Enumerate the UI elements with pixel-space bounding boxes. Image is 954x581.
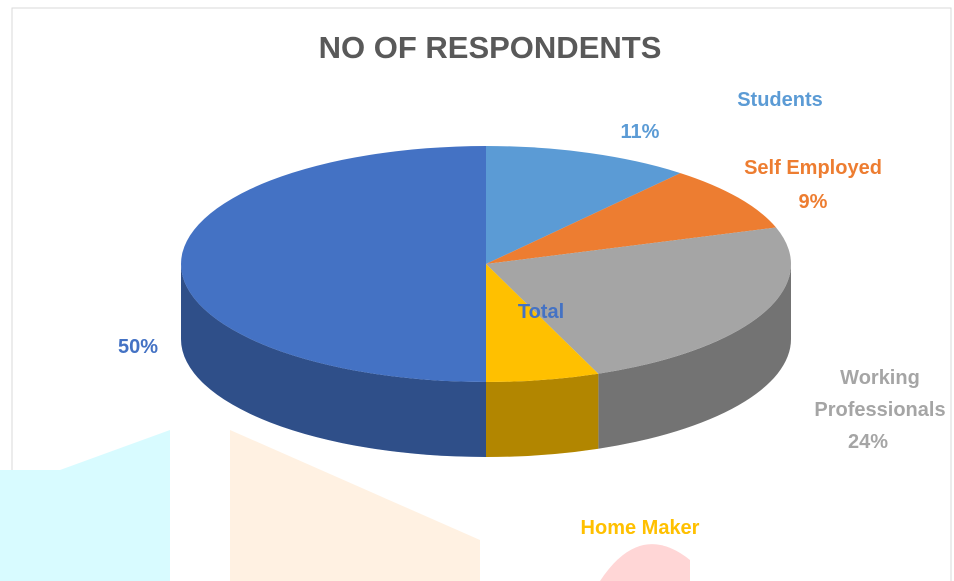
pie [181, 146, 792, 457]
slice-side [486, 373, 599, 457]
watermark [0, 430, 170, 581]
slice [486, 264, 599, 457]
slice-side-shade [486, 373, 599, 457]
chart-border [11, 7, 952, 581]
watermark [600, 544, 690, 581]
data-label: Working Professionals [814, 367, 946, 421]
data-label: Total [517, 301, 565, 323]
data-label: Students [737, 89, 823, 111]
data-label: 24% [847, 431, 889, 453]
slice [486, 173, 777, 264]
slice-top [486, 146, 681, 264]
slice-side [598, 264, 791, 449]
data-label: 50% [117, 336, 159, 358]
slice-side-shade [598, 264, 791, 449]
slice-top [181, 146, 486, 382]
slice-side [181, 264, 486, 457]
data-label: 9% [798, 191, 828, 213]
slice-side-shade [181, 264, 486, 457]
slice [486, 227, 792, 449]
slice-top [486, 227, 792, 374]
slice-top [486, 264, 599, 382]
slice-top [486, 173, 777, 264]
data-label: Home Maker [580, 517, 700, 539]
watermark [230, 430, 480, 581]
slice [486, 146, 681, 264]
data-label: 11% [620, 121, 660, 143]
data-label: Self Employed [744, 157, 882, 179]
chart-title: NO OF RESPONDENTS [318, 30, 662, 65]
slice [181, 146, 486, 457]
